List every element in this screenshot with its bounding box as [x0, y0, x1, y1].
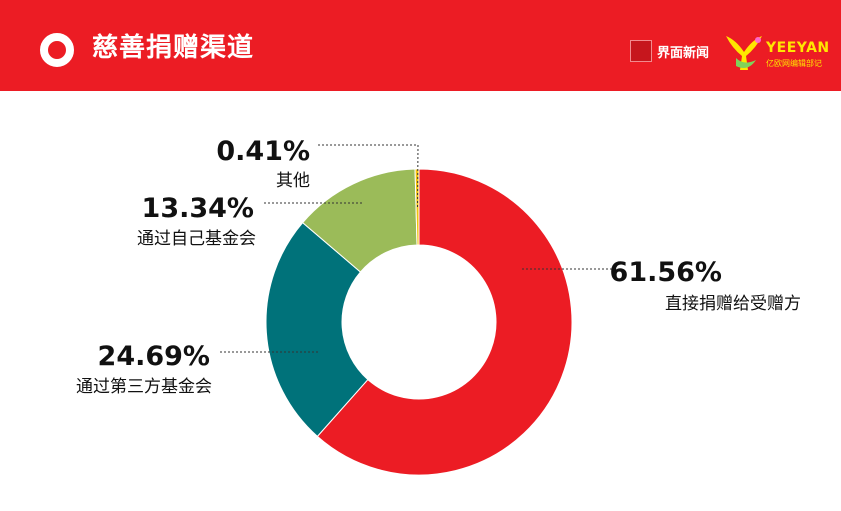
label-own-foundation-category: 通过自己基金会	[137, 229, 256, 249]
yeeyan-logo: YEEYAN 亿欧网编辑部记	[722, 30, 830, 74]
leader-line-other	[316, 144, 419, 208]
slice-other	[414, 168, 420, 246]
header-bar: 慈善捐赠渠道 界面新闻 YEEYAN 亿欧网编辑部记	[0, 0, 841, 91]
label-other-value: 0.41%	[216, 136, 310, 167]
jiemian-square-icon	[630, 40, 652, 62]
leader-lines	[218, 144, 620, 353]
label-own-foundation-value: 13.34%	[142, 193, 254, 224]
label-direct-value: 61.56%	[610, 257, 722, 288]
jiemian-logo: 界面新闻	[630, 38, 709, 64]
label-third-party-category: 通过第三方基金会	[76, 377, 212, 397]
label-other-category: 其他	[276, 171, 310, 191]
slice-direct	[316, 168, 573, 476]
slice-third-party	[265, 221, 369, 438]
label-third-party-value: 24.69%	[98, 341, 210, 372]
yeeyan-y-icon	[726, 36, 762, 70]
yeeyan-brand-subtext: 亿欧网编辑部记	[766, 59, 822, 68]
yeeyan-brand-text: YEEYAN	[766, 40, 830, 56]
label-direct-category: 直接捐赠给受赠方	[665, 294, 801, 314]
jiemian-brand-text: 界面新闻	[657, 45, 710, 61]
donut-slices	[265, 168, 573, 476]
page-title: 慈善捐赠渠道	[92, 33, 255, 63]
circle-logo-icon	[40, 33, 74, 67]
